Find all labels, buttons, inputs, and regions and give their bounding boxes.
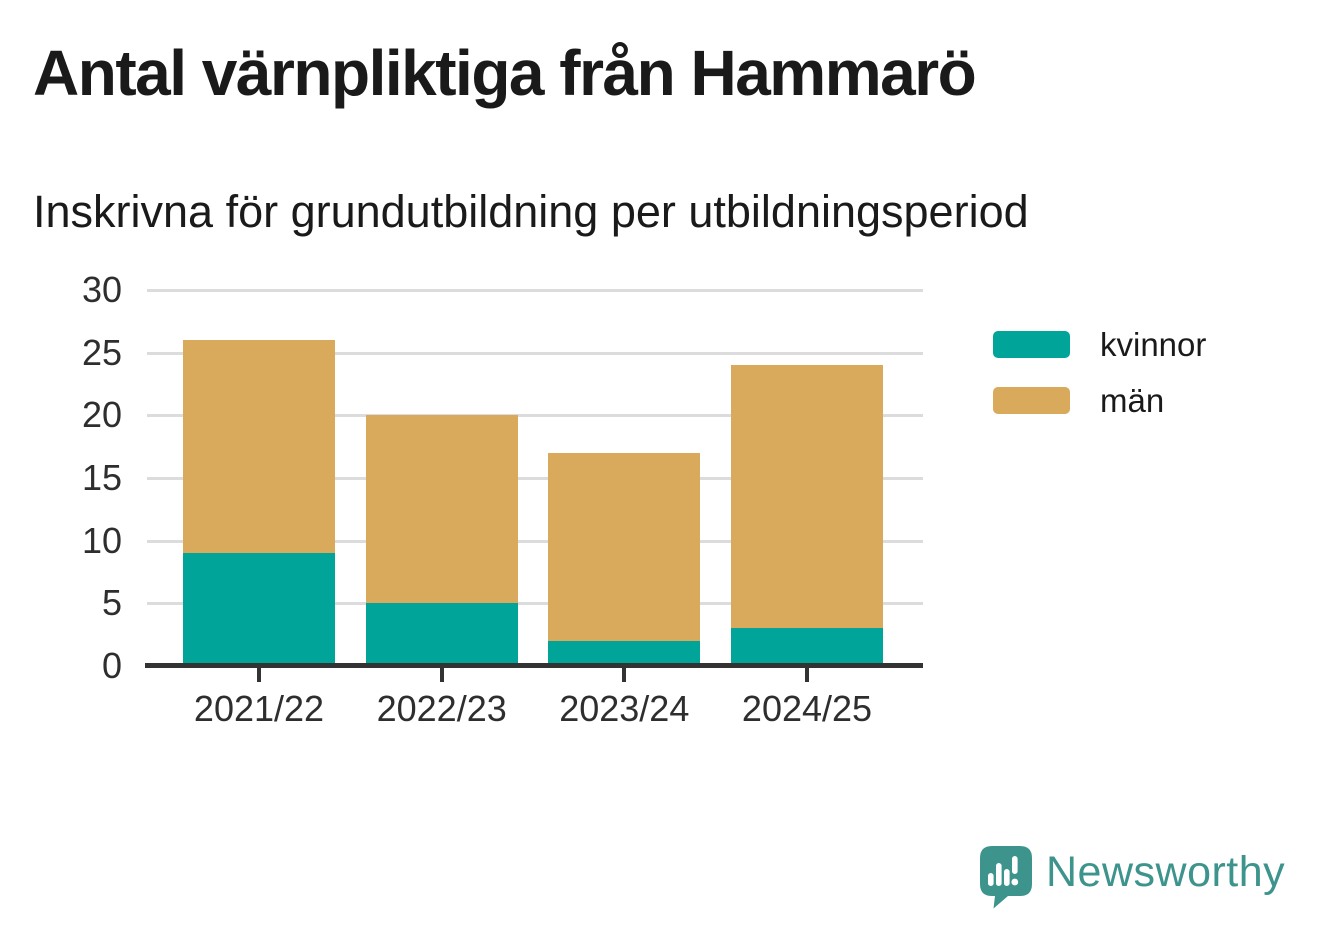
x-axis-tick-2022/23 xyxy=(439,668,444,682)
chart-title: Antal värnpliktiga från Hammarö xyxy=(33,37,977,109)
gridline-15 xyxy=(147,477,923,480)
x-axis-tick-2021/22 xyxy=(257,668,261,682)
gridline-25 xyxy=(147,351,923,355)
chart-legend: kvinnor män xyxy=(993,326,1207,419)
legend-swatch-kvinnor xyxy=(993,331,1070,358)
x-axis-line xyxy=(145,663,923,668)
x-axis-tick-2024/25 xyxy=(805,668,809,682)
bar-segment-kvinnor-2022/23 xyxy=(365,603,518,666)
newsworthy-logo-text: Newsworthy xyxy=(1046,848,1286,896)
bar-segment-män-2021/22 xyxy=(183,340,335,554)
bar-segment-kvinnor-2023/24 xyxy=(548,640,701,666)
y-axis-label-5: 5 xyxy=(101,582,122,624)
x-axis-tick-2023/24 xyxy=(622,668,627,682)
gridline-5 xyxy=(147,602,923,606)
y-axis-label-20: 20 xyxy=(81,394,122,436)
legend-item-män: män xyxy=(993,382,1206,419)
x-axis-label-2021/22: 2021/22 xyxy=(193,688,325,729)
newsworthy-branding: Newsworthy xyxy=(980,846,1285,909)
bar-segment-män-2024/25 xyxy=(731,365,883,629)
y-axis-label-15: 15 xyxy=(81,457,122,498)
bar-segment-män-2023/24 xyxy=(548,452,701,641)
gridline-30 xyxy=(147,289,923,292)
y-axis-label-10: 10 xyxy=(81,519,122,561)
legend-item-kvinnor: kvinnor xyxy=(993,326,1207,363)
gridline-10 xyxy=(147,539,923,543)
bar-segment-kvinnor-2021/22 xyxy=(183,553,335,666)
x-axis-label-2023/24: 2023/24 xyxy=(559,688,690,729)
bar-segment-män-2022/23 xyxy=(365,415,518,604)
x-axis-label-2022/23: 2022/23 xyxy=(376,688,507,729)
chart-subtitle: Inskrivna för grundutbildning per utbild… xyxy=(33,186,1029,237)
legend-label-män: män xyxy=(1100,382,1165,419)
y-axis-label-30: 30 xyxy=(81,269,122,310)
x-axis-label-2024/25: 2024/25 xyxy=(741,688,873,729)
y-axis-label-0: 0 xyxy=(101,645,122,686)
legend-label-kvinnor: kvinnor xyxy=(1100,326,1207,363)
newsworthy-logo-icon xyxy=(980,846,1032,909)
y-axis-label-25: 25 xyxy=(81,331,122,373)
legend-swatch-män xyxy=(993,387,1070,414)
gridline-20 xyxy=(147,414,923,418)
bar-segment-kvinnor-2024/25 xyxy=(731,628,883,666)
